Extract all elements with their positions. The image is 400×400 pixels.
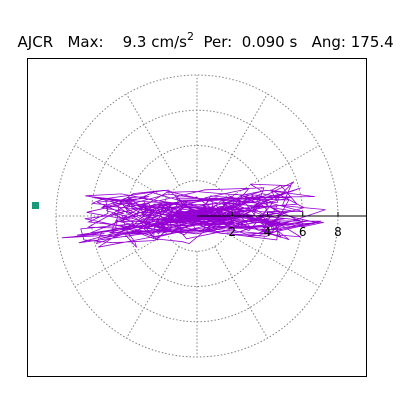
tick-label-4: 4 [264, 225, 272, 239]
spoke-240 [126, 246, 180, 339]
tick-label-2: 2 [228, 225, 236, 239]
direction-marker [32, 202, 39, 209]
spoke-60 [214, 93, 268, 186]
tick-label-6: 6 [299, 225, 307, 239]
spoke-120 [126, 93, 180, 186]
period-label: Per: [203, 33, 233, 51]
spoke-300 [214, 246, 268, 339]
trace-group [61, 181, 326, 248]
tick-labels: 2 4 6 8 [228, 225, 341, 239]
spoke-210 [74, 233, 167, 287]
max-exponent: 2 [186, 30, 194, 43]
tick-label-8: 8 [334, 225, 342, 239]
axis-group [197, 212, 366, 217]
spoke-330 [227, 233, 320, 287]
max-value: 9.3 cm/s [122, 33, 187, 51]
plot-header: AJCR Max: 9.3 cm/s2 Per: 0.090 s Ang: 17… [8, 15, 394, 51]
plot-frame [27, 58, 367, 377]
max-label: Max: [67, 33, 104, 51]
station-code: AJCR [17, 33, 54, 51]
particle-motion-trace [61, 181, 326, 248]
spoke-150 [74, 145, 167, 199]
angle-value: 175.4 [350, 33, 394, 51]
period-value: 0.090 s [241, 33, 298, 51]
angle-label: Ang: [311, 33, 346, 51]
